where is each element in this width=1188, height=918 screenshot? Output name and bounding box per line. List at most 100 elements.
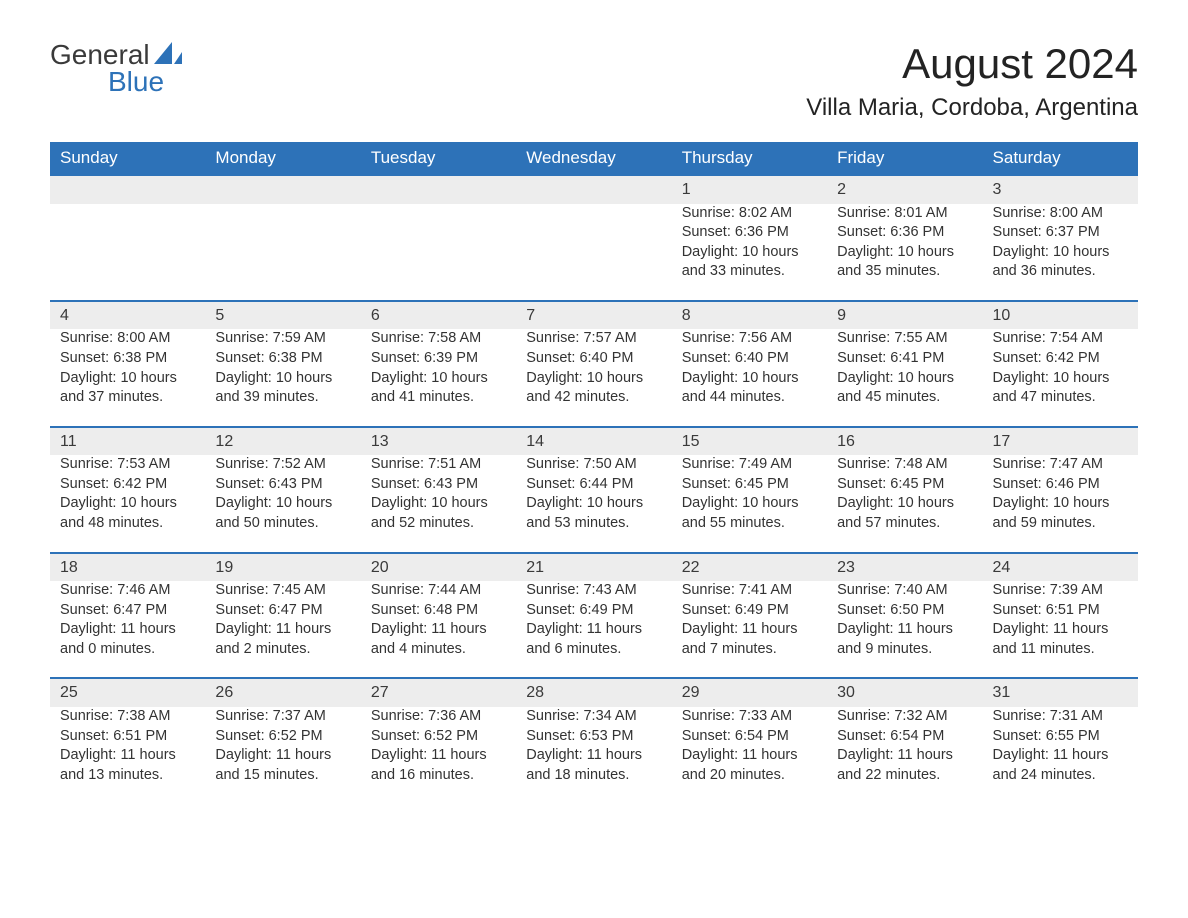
sunrise-line: Sunrise: 8:00 AM (60, 329, 195, 349)
month-title: August 2024 (806, 40, 1138, 88)
day-number-cell: 25 (50, 678, 205, 707)
sunset-line: Sunset: 6:37 PM (993, 223, 1128, 243)
sunset-line: Sunset: 6:53 PM (526, 727, 661, 747)
sunset-line: Sunset: 6:54 PM (682, 727, 817, 747)
day-detail-cell: Sunrise: 7:57 AMSunset: 6:40 PMDaylight:… (516, 329, 671, 426)
sunrise-line: Sunrise: 7:43 AM (526, 581, 661, 601)
day-detail-cell: Sunrise: 7:52 AMSunset: 6:43 PMDaylight:… (205, 455, 360, 552)
daylight-line: Daylight: 10 hours and 53 minutes. (526, 494, 661, 533)
day-detail-cell: Sunrise: 7:58 AMSunset: 6:39 PMDaylight:… (361, 329, 516, 426)
day-number-cell: 26 (205, 678, 360, 707)
calendar-table: SundayMondayTuesdayWednesdayThursdayFrid… (50, 142, 1138, 803)
sunset-line: Sunset: 6:51 PM (993, 601, 1128, 621)
weekday-header: Sunday (50, 142, 205, 175)
sunrise-line: Sunrise: 7:33 AM (682, 707, 817, 727)
sunrise-line: Sunrise: 7:54 AM (993, 329, 1128, 349)
day-detail-row: Sunrise: 7:38 AMSunset: 6:51 PMDaylight:… (50, 707, 1138, 803)
day-detail-row: Sunrise: 8:00 AMSunset: 6:38 PMDaylight:… (50, 329, 1138, 426)
day-number-cell: 7 (516, 301, 671, 330)
sunrise-line: Sunrise: 8:00 AM (993, 204, 1128, 224)
sunset-line: Sunset: 6:40 PM (526, 349, 661, 369)
daylight-line: Daylight: 11 hours and 13 minutes. (60, 746, 195, 785)
sunset-line: Sunset: 6:45 PM (837, 475, 972, 495)
page-header: General Blue August 2024 Villa Maria, Co… (50, 40, 1138, 122)
day-detail-cell: Sunrise: 7:54 AMSunset: 6:42 PMDaylight:… (983, 329, 1138, 426)
sunset-line: Sunset: 6:55 PM (993, 727, 1128, 747)
day-number-cell: 2 (827, 175, 982, 204)
daylight-line: Daylight: 11 hours and 15 minutes. (215, 746, 350, 785)
sunset-line: Sunset: 6:42 PM (60, 475, 195, 495)
sunset-line: Sunset: 6:41 PM (837, 349, 972, 369)
sunset-line: Sunset: 6:49 PM (526, 601, 661, 621)
day-detail-cell: Sunrise: 7:38 AMSunset: 6:51 PMDaylight:… (50, 707, 205, 803)
day-detail-cell (516, 204, 671, 301)
day-detail-cell: Sunrise: 8:02 AMSunset: 6:36 PMDaylight:… (672, 204, 827, 301)
daylight-line: Daylight: 10 hours and 47 minutes. (993, 369, 1128, 408)
weekday-header-row: SundayMondayTuesdayWednesdayThursdayFrid… (50, 142, 1138, 175)
daylight-line: Daylight: 10 hours and 44 minutes. (682, 369, 817, 408)
sunrise-line: Sunrise: 7:57 AM (526, 329, 661, 349)
daylight-line: Daylight: 11 hours and 18 minutes. (526, 746, 661, 785)
sunrise-line: Sunrise: 7:58 AM (371, 329, 506, 349)
logo-text-blue: Blue (108, 67, 182, 98)
sunrise-line: Sunrise: 7:36 AM (371, 707, 506, 727)
sunrise-line: Sunrise: 7:53 AM (60, 455, 195, 475)
sunset-line: Sunset: 6:42 PM (993, 349, 1128, 369)
calendar-body: 123Sunrise: 8:02 AMSunset: 6:36 PMDaylig… (50, 175, 1138, 803)
day-detail-cell: Sunrise: 7:34 AMSunset: 6:53 PMDaylight:… (516, 707, 671, 803)
day-detail-cell: Sunrise: 7:51 AMSunset: 6:43 PMDaylight:… (361, 455, 516, 552)
day-detail-cell: Sunrise: 7:50 AMSunset: 6:44 PMDaylight:… (516, 455, 671, 552)
day-number-cell: 18 (50, 553, 205, 582)
sunrise-line: Sunrise: 7:55 AM (837, 329, 972, 349)
daylight-line: Daylight: 10 hours and 41 minutes. (371, 369, 506, 408)
day-number-cell: 1 (672, 175, 827, 204)
daylight-line: Daylight: 11 hours and 6 minutes. (526, 620, 661, 659)
day-detail-cell: Sunrise: 7:49 AMSunset: 6:45 PMDaylight:… (672, 455, 827, 552)
day-number-cell: 30 (827, 678, 982, 707)
sunset-line: Sunset: 6:38 PM (60, 349, 195, 369)
sunrise-line: Sunrise: 7:49 AM (682, 455, 817, 475)
day-number-cell: 22 (672, 553, 827, 582)
sunset-line: Sunset: 6:54 PM (837, 727, 972, 747)
day-number-cell: 20 (361, 553, 516, 582)
day-number-row: 25262728293031 (50, 678, 1138, 707)
day-number-cell: 29 (672, 678, 827, 707)
daylight-line: Daylight: 11 hours and 20 minutes. (682, 746, 817, 785)
daylight-line: Daylight: 11 hours and 11 minutes. (993, 620, 1128, 659)
day-number-cell: 6 (361, 301, 516, 330)
sunset-line: Sunset: 6:40 PM (682, 349, 817, 369)
sunrise-line: Sunrise: 7:45 AM (215, 581, 350, 601)
sunrise-line: Sunrise: 7:56 AM (682, 329, 817, 349)
day-detail-row: Sunrise: 8:02 AMSunset: 6:36 PMDaylight:… (50, 204, 1138, 301)
weekday-header: Monday (205, 142, 360, 175)
sunset-line: Sunset: 6:43 PM (215, 475, 350, 495)
sunset-line: Sunset: 6:38 PM (215, 349, 350, 369)
sunrise-line: Sunrise: 7:44 AM (371, 581, 506, 601)
day-number-cell (50, 175, 205, 204)
daylight-line: Daylight: 11 hours and 4 minutes. (371, 620, 506, 659)
daylight-line: Daylight: 10 hours and 42 minutes. (526, 369, 661, 408)
day-number-cell: 12 (205, 427, 360, 456)
sunrise-line: Sunrise: 7:59 AM (215, 329, 350, 349)
daylight-line: Daylight: 11 hours and 22 minutes. (837, 746, 972, 785)
day-detail-cell: Sunrise: 7:48 AMSunset: 6:45 PMDaylight:… (827, 455, 982, 552)
location-subtitle: Villa Maria, Cordoba, Argentina (806, 94, 1138, 122)
daylight-line: Daylight: 10 hours and 39 minutes. (215, 369, 350, 408)
daylight-line: Daylight: 10 hours and 36 minutes. (993, 243, 1128, 282)
day-detail-row: Sunrise: 7:53 AMSunset: 6:42 PMDaylight:… (50, 455, 1138, 552)
day-detail-cell: Sunrise: 7:41 AMSunset: 6:49 PMDaylight:… (672, 581, 827, 678)
day-number-cell: 13 (361, 427, 516, 456)
weekday-header: Saturday (983, 142, 1138, 175)
day-detail-cell (50, 204, 205, 301)
day-number-row: 18192021222324 (50, 553, 1138, 582)
daylight-line: Daylight: 11 hours and 24 minutes. (993, 746, 1128, 785)
day-detail-row: Sunrise: 7:46 AMSunset: 6:47 PMDaylight:… (50, 581, 1138, 678)
daylight-line: Daylight: 10 hours and 45 minutes. (837, 369, 972, 408)
sunset-line: Sunset: 6:47 PM (60, 601, 195, 621)
day-number-cell: 21 (516, 553, 671, 582)
daylight-line: Daylight: 10 hours and 55 minutes. (682, 494, 817, 533)
sunrise-line: Sunrise: 7:41 AM (682, 581, 817, 601)
daylight-line: Daylight: 10 hours and 48 minutes. (60, 494, 195, 533)
day-detail-cell: Sunrise: 7:43 AMSunset: 6:49 PMDaylight:… (516, 581, 671, 678)
daylight-line: Daylight: 11 hours and 7 minutes. (682, 620, 817, 659)
